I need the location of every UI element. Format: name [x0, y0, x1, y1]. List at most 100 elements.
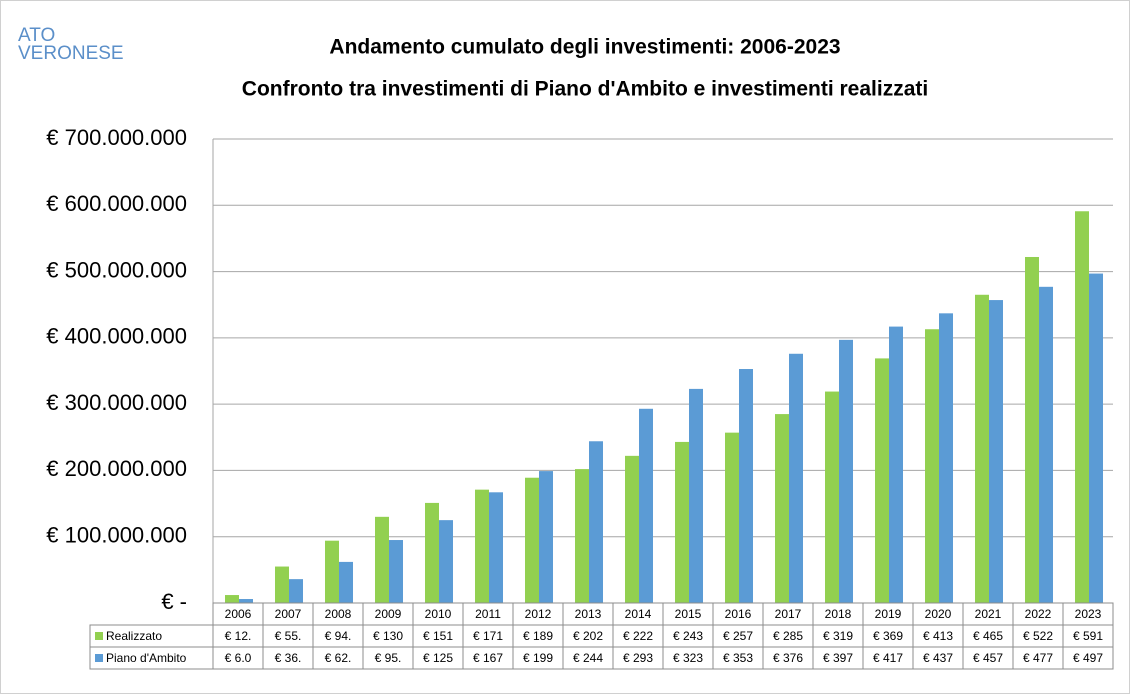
bar: [925, 329, 939, 603]
x-tick-label: 2022: [1025, 607, 1052, 621]
data-label: € 591: [1073, 629, 1103, 643]
bar: [475, 489, 489, 603]
bar: [725, 432, 739, 603]
data-label: € 36.: [275, 651, 302, 665]
bar: [625, 455, 639, 603]
data-label: € 130: [373, 629, 403, 643]
bar: [825, 391, 839, 603]
bar: [839, 339, 853, 603]
bar: [339, 561, 353, 603]
legend-swatch: [95, 654, 103, 662]
x-tick-label: 2018: [825, 607, 852, 621]
data-label: € 171: [473, 629, 503, 643]
x-tick-label: 2015: [675, 607, 702, 621]
data-label: € 62.: [325, 651, 352, 665]
chart-subtitle: Confronto tra investimenti di Piano d'Am…: [242, 78, 928, 101]
x-tick-label: 2021: [975, 607, 1002, 621]
bar: [1089, 273, 1103, 603]
bar: [225, 595, 239, 603]
bar: [939, 313, 953, 603]
legend-swatch: [95, 632, 103, 640]
bar: [289, 579, 303, 603]
data-label: € 477: [1023, 651, 1053, 665]
data-label: € 285: [773, 629, 803, 643]
bar: [689, 388, 703, 603]
x-tick-label: 2023: [1075, 607, 1102, 621]
x-tick-label: 2009: [375, 607, 402, 621]
x-tick-label: 2020: [925, 607, 952, 621]
data-label: € 257: [723, 629, 753, 643]
chart-title: Andamento cumulato degli investimenti: 2…: [329, 36, 840, 59]
x-tick-label: 2011: [475, 607, 501, 621]
data-label: € 376: [773, 651, 803, 665]
logo-line: ATO: [18, 25, 55, 46]
bar: [1039, 286, 1053, 603]
data-label: € 125: [423, 651, 453, 665]
bar: [789, 353, 803, 603]
y-tick-label: € 100.000.000: [46, 523, 187, 548]
data-label: € 457: [973, 651, 1003, 665]
bar: [325, 540, 339, 603]
bar: [639, 408, 653, 603]
y-tick-label: € 500.000.000: [46, 257, 187, 282]
data-label: € 189: [523, 629, 553, 643]
x-tick-label: 2014: [625, 607, 652, 621]
bar: [889, 326, 903, 603]
data-label: € 465: [973, 629, 1003, 643]
x-tick-label: 2012: [525, 607, 552, 621]
x-tick-label: 2010: [425, 607, 452, 621]
data-label: € 151: [423, 629, 453, 643]
data-label: € 222: [623, 629, 653, 643]
legend-label: Piano d'Ambito: [106, 651, 187, 665]
data-label: € 167: [473, 651, 503, 665]
data-label: € 417: [873, 651, 903, 665]
y-tick-label: € 700.000.000: [46, 125, 187, 150]
bar: [275, 566, 289, 603]
legend-label: Realizzato: [106, 629, 162, 643]
table-cell: [1062, 646, 1114, 670]
bar: [389, 540, 403, 603]
data-label: € 244: [573, 651, 603, 665]
data-label: € 369: [873, 629, 903, 643]
bar: [675, 441, 689, 603]
data-label: € 199: [523, 651, 553, 665]
data-label: € 293: [623, 651, 653, 665]
x-tick-label: 2007: [275, 607, 302, 621]
x-tick-label: 2013: [575, 607, 602, 621]
data-label: € 95.: [375, 651, 402, 665]
bar: [375, 516, 389, 603]
x-tick-label: 2016: [725, 607, 752, 621]
data-label: € 413: [923, 629, 953, 643]
data-label: € 12.: [225, 629, 252, 643]
data-label: € 397: [823, 651, 853, 665]
y-tick-label: € 600.000.000: [46, 191, 187, 216]
bar: [525, 477, 539, 603]
data-label: € 437: [923, 651, 953, 665]
table-cell: [89, 646, 214, 670]
bar: [1025, 256, 1039, 603]
bar: [575, 469, 589, 603]
bar: [239, 599, 253, 603]
bar: [775, 414, 789, 603]
x-tick-label: 2017: [775, 607, 802, 621]
bar: [589, 441, 603, 603]
data-label: € 202: [573, 629, 603, 643]
data-label: € 522: [1023, 629, 1053, 643]
data-label: € 353: [723, 651, 753, 665]
data-label: € 497: [1073, 651, 1103, 665]
data-label: € 55.: [275, 629, 302, 643]
x-tick-label: 2019: [875, 607, 902, 621]
y-tick-label: € 300.000.000: [46, 390, 187, 415]
bar: [875, 358, 889, 603]
data-label: € 94.: [325, 629, 352, 643]
bar: [539, 471, 553, 603]
y-tick-label: € -: [161, 589, 187, 614]
x-tick-label: 2006: [225, 607, 252, 621]
data-label: € 323: [673, 651, 703, 665]
bar: [489, 492, 503, 603]
y-tick-label: € 400.000.000: [46, 324, 187, 349]
bar: [425, 502, 439, 603]
data-label: € 243: [673, 629, 703, 643]
x-tick-label: 2008: [325, 607, 352, 621]
